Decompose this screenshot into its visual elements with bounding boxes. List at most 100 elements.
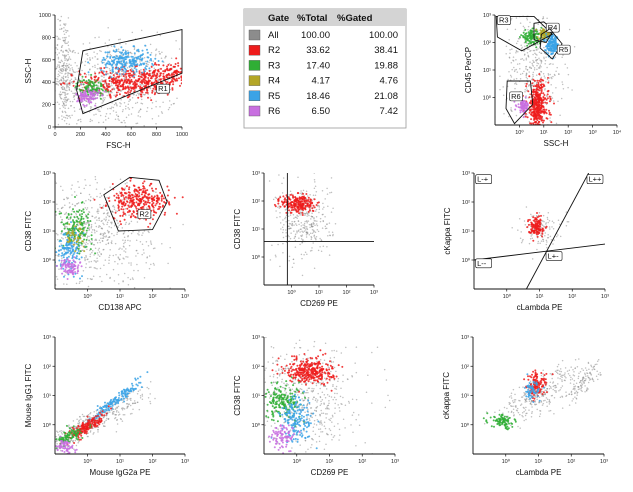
event-point [91,278,93,280]
event-point [507,78,509,81]
event-point [124,208,127,210]
event-point [515,51,517,54]
event-point [524,83,526,85]
event-point [88,210,90,213]
event-point [60,59,63,61]
event-point [536,36,539,39]
event-point [133,90,136,93]
event-point [157,63,160,66]
event-point [82,217,85,220]
event-point [60,261,63,263]
event-point [93,78,96,81]
event-point [43,90,45,92]
event-point [97,208,99,210]
event-point [76,70,78,73]
event-point [115,192,118,195]
event-point [156,151,158,153]
event-point [98,239,101,241]
event-point [120,75,122,77]
event-point [115,65,118,67]
event-point [334,223,337,225]
event-point [141,81,143,84]
event-point [558,73,560,76]
event-point [510,76,513,78]
event-point [51,84,53,86]
event-point [80,230,83,233]
event-point [98,91,101,94]
event-point [526,69,529,71]
event-point [139,61,141,63]
event-point [121,66,124,69]
gate-polygon-R3[interactable] [495,15,554,52]
event-point [123,258,125,260]
event-point [526,17,528,20]
event-point [175,212,178,215]
gate-polygon-R2[interactable] [103,176,168,232]
event-point [164,70,167,72]
event-point [82,232,85,235]
event-point [107,242,110,245]
event-point [211,54,213,56]
event-point [60,28,63,30]
event-point [153,63,156,66]
event-point [60,221,63,224]
event-point [167,72,170,75]
event-point [540,104,543,107]
event-point [94,104,97,107]
event-point [124,187,126,189]
event-point [133,80,136,83]
event-point [57,18,59,21]
event-point [117,194,120,197]
event-point [88,62,91,65]
event-point [51,80,53,82]
event-point [126,181,128,184]
event-point [112,254,115,257]
event-point [126,86,128,89]
event-point [89,106,92,108]
event-point [138,94,140,96]
gate-polygon-R4[interactable] [533,21,555,44]
event-point [135,255,137,257]
event-point [96,52,98,55]
event-point [85,80,88,83]
event-point [181,196,184,199]
gate-polygon-R6[interactable] [505,80,534,125]
event-point [142,93,144,96]
event-point [142,62,145,65]
y-axis-label: SSC-H [24,58,33,83]
event-point [66,84,68,86]
event-point [102,99,104,102]
y-tick-label: 10¹ [43,229,51,235]
event-point [130,87,133,90]
event-point [73,210,76,213]
gate-polygon-R1[interactable] [76,29,183,115]
event-point [525,134,527,136]
event-point [125,248,127,250]
event-point [122,239,124,241]
event-point [125,52,128,55]
event-point [137,55,140,58]
event-point [153,67,156,69]
event-point [301,230,303,232]
event-point [51,91,53,93]
event-point [90,242,93,245]
event-point [293,217,295,220]
event-point [86,207,89,209]
event-point [304,229,307,231]
event-point [143,230,146,232]
event-point [99,267,102,270]
event-point [314,224,316,226]
event-point [332,234,334,237]
event-point [545,56,547,58]
event-point [91,119,93,122]
event-point [105,216,107,218]
event-point [166,81,169,84]
event-point [71,262,74,265]
event-point [92,275,95,278]
event-point [89,255,91,258]
event-point [67,75,69,77]
event-point [124,63,127,66]
event-point [545,117,548,120]
event-point [285,208,288,210]
